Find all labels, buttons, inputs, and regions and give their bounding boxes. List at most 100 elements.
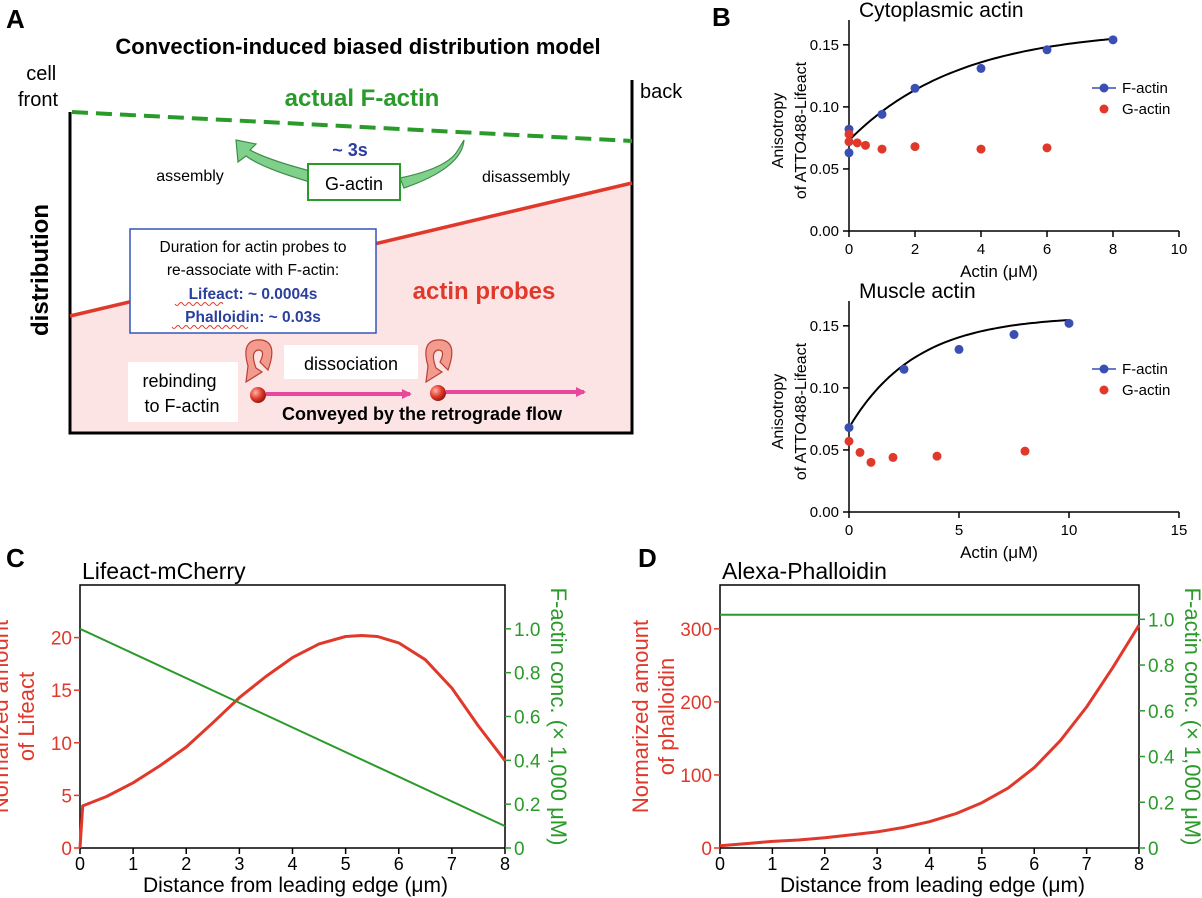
panel-a-letter: A [6, 4, 25, 34]
cell-frame [68, 80, 634, 435]
y-axis-label-line: of phalloidin [654, 658, 679, 775]
chart-title: Lifeact-mCherry [82, 558, 246, 584]
data-point-g-actin [844, 137, 854, 147]
y-axis-label-line: of ATTO488-Lifeact [793, 61, 810, 199]
x-tick-label: 5 [341, 854, 351, 874]
conveyed-label: Conveyed by the retrograde flow [282, 404, 563, 424]
y-axis-label-line: of ATTO488-Lifeact [793, 342, 810, 480]
data-point-f-actin [1108, 35, 1118, 45]
cell-front-label: cell front [18, 63, 62, 111]
x-tick-label: 7 [1082, 854, 1092, 874]
x-tick-label: 1 [767, 854, 777, 874]
data-point-g-actin [852, 138, 862, 148]
data-point-g-actin [1042, 143, 1052, 153]
y-tick-label: 0.10 [810, 380, 839, 397]
y-tick-label: 0.00 [810, 504, 839, 521]
data-point-g-actin [976, 144, 986, 154]
data-point-f-actin [844, 423, 854, 433]
data-point-g-actin [910, 142, 920, 152]
x-axis-label: Distance from leading edge (μm) [143, 874, 448, 897]
y-axis-label-line: Anisotropy [770, 374, 787, 450]
y2-tick-label: 0.4 [1148, 748, 1175, 769]
dissociation-label: dissociation [304, 354, 398, 374]
fit-curve [848, 319, 1070, 429]
distribution-axis-label: distribution [27, 204, 54, 336]
panel-d-letter: D [638, 543, 657, 573]
y2-tick-label: 0.4 [514, 751, 541, 772]
x-tick-label: 6 [1043, 241, 1051, 258]
y-tick-label: 10 [51, 734, 72, 755]
gactin-label: G-actin [325, 174, 383, 194]
y-tick-label: 15 [51, 681, 72, 702]
y-axis-label: Anisotropy of ATTO488-Lifeact [770, 61, 810, 199]
x-tick-label: 3 [872, 854, 882, 874]
y-tick-label: 0 [61, 839, 72, 860]
dissociation-box [284, 345, 418, 379]
x-tick-label: 8 [500, 854, 510, 874]
y-tick-label: 0.15 [810, 318, 839, 335]
y-tick-label: 0.05 [810, 442, 839, 459]
x-tick-label: 0 [845, 241, 853, 258]
x-tick-label: 2 [911, 241, 919, 258]
x-tick-label: 1 [128, 854, 138, 874]
legend-marker [1099, 385, 1109, 395]
probe-ball-1 [250, 387, 266, 403]
y2-tick-label: 0.8 [514, 664, 540, 685]
chart-lifeact-mcherry: 0 1 2 3 4 5 6 7 80510152000.20.40.60.81.0Distanc… [0, 558, 571, 897]
duration-text-2: re-associate with F-actin: [167, 262, 339, 279]
disassembly-arrow [399, 139, 465, 189]
fit-curve [848, 37, 1114, 142]
phalloidin-squiggle [171, 325, 249, 329]
y-tick-label: 0 [701, 839, 712, 860]
probe-ball-2 [430, 385, 446, 401]
legend-marker [1099, 83, 1109, 93]
y2-tick-label: 1.0 [514, 620, 540, 641]
data-point-g-actin [877, 144, 887, 154]
chart-muscle-actin: 0 5 10 15 0.00 0.05 0.10 0.15 Actin (μM) Anisotro… [770, 280, 1187, 562]
legend-marker [1099, 364, 1109, 374]
y-tick-label: 0.00 [810, 223, 839, 240]
series-line-lifeact [78, 634, 507, 849]
data-point-g-actin [855, 447, 865, 457]
legend-label: G-actin [1122, 382, 1170, 399]
rebinding-label: rebinding to F-actin [142, 371, 221, 416]
x-tick-label: 0 [845, 522, 853, 539]
x-tick-label: 0 [715, 854, 725, 874]
assembly-label: assembly [156, 168, 224, 185]
x-tick-label: 4 [977, 241, 985, 258]
disassembly-label: disassembly [482, 169, 570, 186]
y-axis-label: Normarized amountof Lifeact [0, 620, 39, 813]
probes-label: actin probes [413, 278, 556, 305]
y-axis-label: Normarized amountof phalloidin [628, 620, 679, 813]
y-tick-label: 0.10 [810, 99, 839, 116]
plot-frame [719, 584, 1140, 849]
legend-label: F-actin [1122, 361, 1168, 378]
x-tick-label: 15 [1171, 522, 1188, 539]
rebind-arrow-1 [245, 339, 273, 384]
lifeact-squiggle [174, 302, 224, 306]
y2-tick-label: 0.8 [1148, 656, 1174, 677]
gactin-box [307, 163, 401, 201]
chart-cytoplasmic-actin: 0 2 4 6 8 10 0.00 0.05 0.10 0.15 Actin (μM) Anisotr… [770, 0, 1187, 281]
y2-tick-label: 0 [1148, 839, 1159, 860]
data-point-f-actin [1009, 330, 1019, 340]
data-point-f-actin [1042, 45, 1052, 55]
rebind-arrow-2 [425, 339, 453, 384]
data-point-f-actin [954, 344, 964, 354]
x-tick-label: 4 [924, 854, 934, 874]
x-axis-label: Distance from leading edge (μm) [780, 874, 1085, 897]
x-tick-label: 3 [234, 854, 244, 874]
x-tick-label: 2 [181, 854, 191, 874]
rebinding-box [128, 362, 238, 422]
data-point-g-actin [861, 140, 870, 150]
data-point-f-actin [976, 63, 986, 73]
y-axis-label-line: Normarized amount [628, 620, 653, 813]
data-point-f-actin [910, 83, 920, 93]
y-axis-label-line: of Lifeact [14, 672, 39, 761]
data-point-g-actin [844, 129, 854, 139]
x-tick-label: 8 [1134, 854, 1144, 874]
y2-tick-label: 1.0 [1148, 610, 1174, 631]
x-tick-label: 5 [977, 854, 987, 874]
chart-title: Alexa-Phalloidin [722, 558, 887, 584]
y-tick-label: 0.05 [810, 161, 839, 178]
